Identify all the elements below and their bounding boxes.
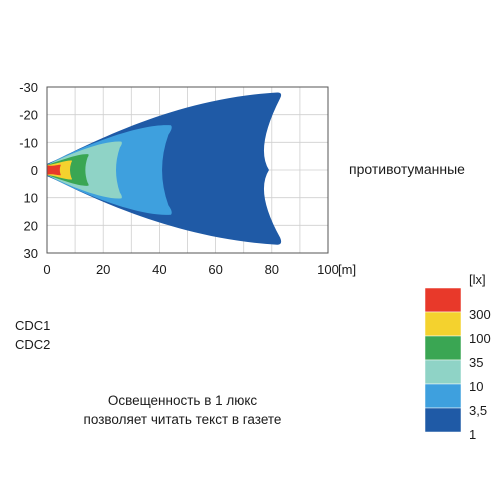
x-tick-label: 80 (265, 262, 279, 277)
x-axis-unit-label: [m] (338, 262, 356, 277)
y-tick-label: -20 (19, 108, 38, 123)
x-tick-label: 40 (152, 262, 166, 277)
legend-swatch (424, 383, 462, 409)
model-label-cdc2: CDC2 (15, 337, 51, 352)
x-tick-label: 100 (317, 262, 339, 277)
legend-level-label: 100 (469, 331, 491, 346)
y-tick-label: 10 (24, 191, 38, 206)
illuminance-note-line-2: позволяет читать текст в газете (83, 412, 282, 427)
y-tick-label: -30 (19, 80, 38, 95)
x-tick-label: 20 (96, 262, 110, 277)
legend-swatch (424, 287, 462, 313)
isolux-zones (47, 92, 282, 245)
plot-frame (46, 86, 329, 254)
x-tick-label: 0 (43, 262, 50, 277)
legend-level-label: 300 (469, 307, 491, 322)
y-tick-label: 30 (24, 246, 38, 261)
legend-unit: [lx] (469, 272, 486, 287)
lux-legend: [lx] 300 100 35 10 3,5 1 (424, 272, 491, 442)
isolux-zone-300 (47, 164, 61, 176)
axis-tick-labels: -30 -20 -10 0 10 20 30 0 20 40 60 80 100 [m] (19, 80, 356, 277)
model-label-cdc1: CDC1 (15, 318, 51, 333)
legend-level-label: 1 (469, 427, 476, 442)
illuminance-note-line-1: Освещенность в 1 люкс (107, 393, 258, 408)
legend-level-label: 3,5 (469, 403, 487, 418)
legend-level-label: 10 (469, 379, 483, 394)
isolux-zone-1 (47, 92, 282, 245)
legend-swatch (424, 359, 462, 385)
legend-swatch (424, 335, 462, 361)
legend-level-label: 35 (469, 355, 483, 370)
legend-swatch (424, 311, 462, 337)
legend-swatch (424, 407, 462, 433)
x-tick-label: 60 (208, 262, 222, 277)
y-tick-label: 20 (24, 218, 38, 233)
y-tick-label: 0 (31, 163, 38, 178)
y-tick-label: -10 (19, 135, 38, 150)
chart-title: противотуманные (349, 161, 465, 177)
